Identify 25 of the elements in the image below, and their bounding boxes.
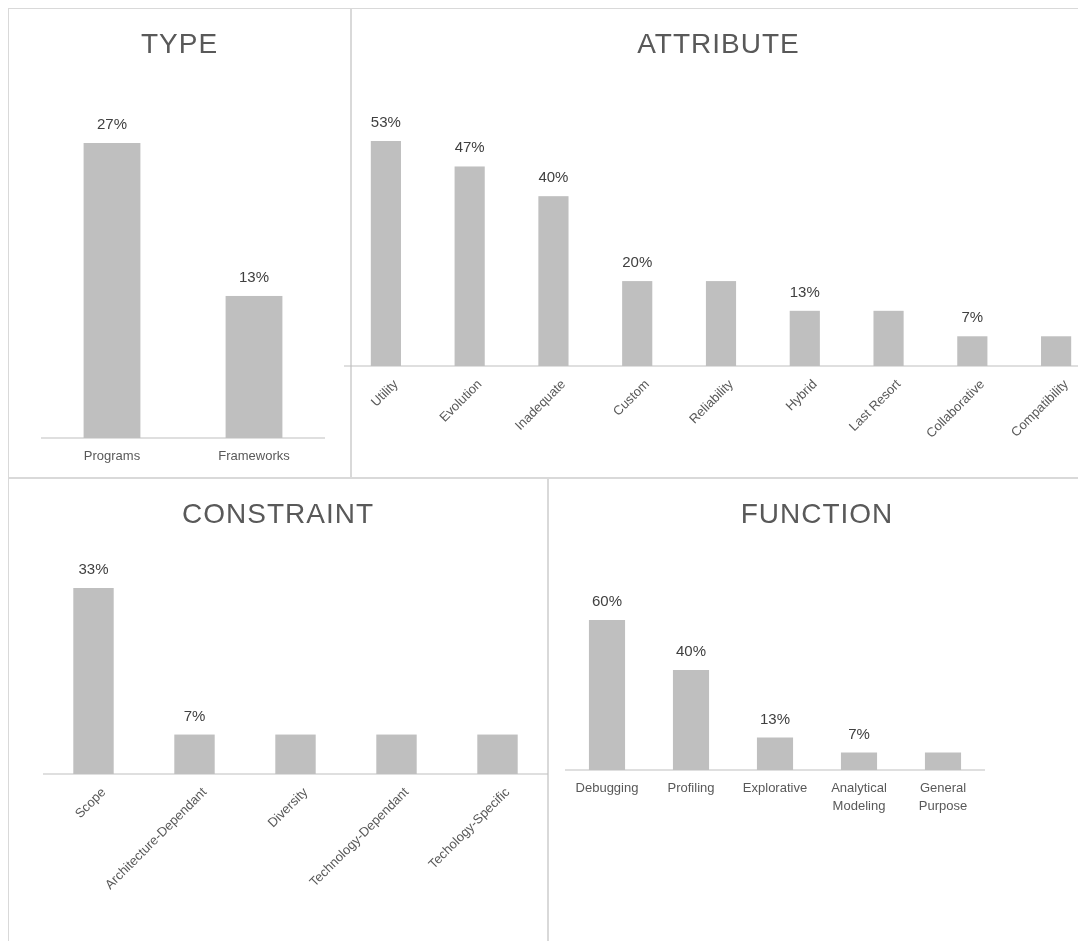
chart-title: TYPE <box>140 28 219 59</box>
x-tick-label: Profiling <box>667 780 715 795</box>
chart-title: CONSTRAINT <box>182 498 374 529</box>
data-label: 47% <box>454 138 485 156</box>
data-label: 7% <box>183 706 206 724</box>
data-label: 13% <box>789 282 820 300</box>
data-label: 7% <box>848 724 870 742</box>
data-label: 27% <box>96 115 128 132</box>
data-label: 60% <box>591 592 623 609</box>
x-tick-label: Debugging <box>575 780 639 795</box>
data-label: 40% <box>538 168 569 186</box>
x-tick-label: General Purpose <box>918 780 968 813</box>
x-tick-label: Programs <box>83 448 141 463</box>
data-label: 7% <box>961 308 984 326</box>
data-label: 13% <box>238 267 270 285</box>
x-tick-label: Analytical Modeling <box>831 780 887 813</box>
data-label: 13% <box>759 709 791 727</box>
chart-title: FUNCTION <box>740 498 894 529</box>
data-label: 33% <box>78 560 109 577</box>
chart-title: ATTRIBUTE <box>637 28 800 59</box>
x-tick-label: Explorative <box>742 780 808 795</box>
data-label: 20% <box>622 253 653 271</box>
data-label: 53% <box>370 113 401 130</box>
x-tick-label: Frameworks <box>218 448 291 463</box>
data-label: 40% <box>675 642 707 659</box>
